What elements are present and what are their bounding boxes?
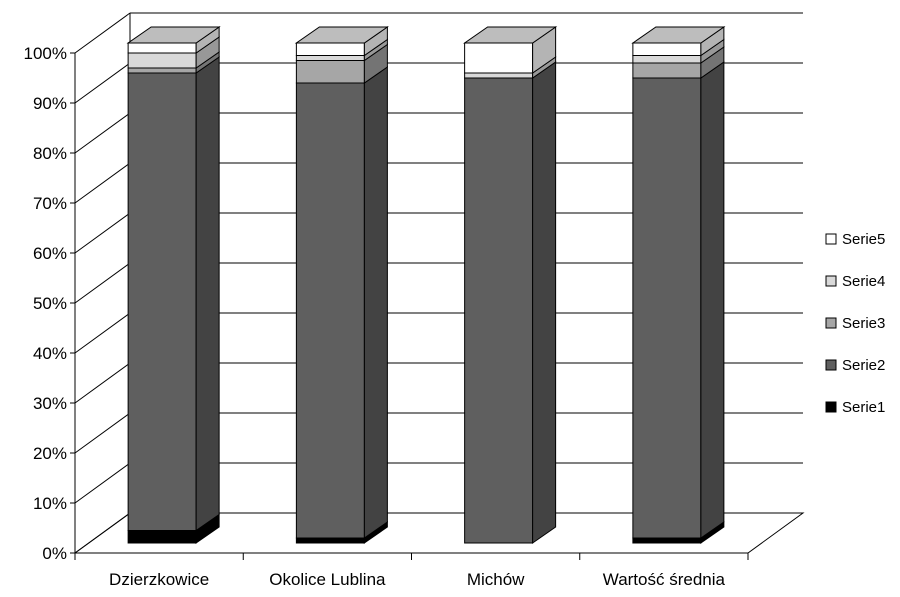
legend-label: Serie2 bbox=[842, 357, 885, 374]
y-tick-label: 80% bbox=[33, 144, 67, 163]
bar-stack bbox=[463, 26, 558, 544]
bar-top bbox=[463, 26, 558, 44]
y-tick-label: 90% bbox=[33, 94, 67, 113]
side-gridline bbox=[74, 212, 131, 254]
bar-segment-side bbox=[195, 56, 220, 532]
bar-stack bbox=[631, 26, 726, 544]
legend-item: Serie2 bbox=[825, 357, 885, 374]
legend-item: Serie3 bbox=[825, 315, 885, 332]
legend-item: Serie5 bbox=[825, 231, 885, 248]
side-gridline bbox=[74, 62, 131, 104]
bar-segment-serie4 bbox=[632, 55, 702, 64]
bar-segment-serie5 bbox=[632, 42, 702, 56]
y-tick-label: 70% bbox=[33, 194, 67, 213]
side-gridline bbox=[74, 112, 131, 154]
side-gridline bbox=[74, 412, 131, 454]
y-tick-label: 30% bbox=[33, 394, 67, 413]
side-gridline bbox=[74, 312, 131, 354]
bar-segment-serie3 bbox=[295, 60, 365, 84]
legend-swatch bbox=[825, 275, 837, 287]
bar-segment-serie1 bbox=[127, 530, 197, 544]
bar-segment-serie1 bbox=[295, 537, 365, 544]
legend: Serie5 Serie4 Serie3 Serie2 Serie1 bbox=[825, 231, 885, 416]
bar-segment-serie2 bbox=[127, 72, 197, 531]
bar-segment-side bbox=[363, 66, 388, 539]
bar-stack bbox=[294, 26, 389, 544]
legend-swatch bbox=[825, 317, 837, 329]
side-gridline bbox=[74, 262, 131, 304]
bar-segment-serie2 bbox=[632, 77, 702, 539]
x-tick-label: Michów bbox=[467, 570, 525, 589]
y-axis-tick-labels: 0% 10% 20% 30% 40% 50% 60% 70% 80% 90% 100% bbox=[24, 44, 67, 563]
bar-segment-serie4 bbox=[464, 72, 534, 79]
legend-label: Serie3 bbox=[842, 315, 885, 332]
y-tick-label: 0% bbox=[42, 544, 67, 563]
bar-top bbox=[126, 26, 221, 44]
bar-top bbox=[294, 26, 389, 44]
bar-segment-serie4 bbox=[127, 52, 197, 69]
legend-swatch bbox=[825, 359, 837, 371]
bar-stack bbox=[126, 26, 221, 544]
bar-segment-serie2 bbox=[295, 82, 365, 539]
legend-label: Serie4 bbox=[842, 273, 885, 290]
bar-segment-side bbox=[700, 61, 725, 539]
bar-segment-serie5 bbox=[127, 42, 197, 54]
bar-segment-serie3 bbox=[127, 67, 197, 74]
bar-segment-serie3 bbox=[632, 62, 702, 79]
x-tick-label: Wartość średnia bbox=[603, 570, 726, 589]
bar-segment-side bbox=[532, 61, 557, 544]
y-tick-label: 50% bbox=[33, 294, 67, 313]
legend-swatch bbox=[825, 233, 837, 245]
x-tick-label: Dzierzkowice bbox=[109, 570, 209, 589]
side-gridline bbox=[74, 362, 131, 404]
axes bbox=[70, 52, 749, 560]
side-gridline bbox=[74, 162, 131, 204]
legend-label: Serie1 bbox=[842, 399, 885, 416]
y-tick-label: 40% bbox=[33, 344, 67, 363]
x-tick-label: Okolice Lublina bbox=[269, 570, 386, 589]
bar-top bbox=[631, 26, 726, 44]
legend-item: Serie1 bbox=[825, 399, 885, 416]
legend-item: Serie4 bbox=[825, 273, 885, 290]
bar-segment-serie5 bbox=[464, 42, 534, 74]
side-gridline bbox=[74, 462, 131, 504]
bar-segment-serie4 bbox=[295, 55, 365, 61]
side-gridline bbox=[74, 12, 131, 54]
legend-label: Serie5 bbox=[842, 231, 885, 248]
x-axis-tick-labels: Dzierzkowice Okolice Lublina Michów Wartość… bbox=[109, 570, 725, 589]
y-tick-label: 10% bbox=[33, 494, 67, 513]
bars bbox=[126, 26, 726, 544]
y-tick-label: 20% bbox=[33, 444, 67, 463]
bar-segment-serie1 bbox=[632, 537, 702, 544]
legend-swatch bbox=[825, 401, 837, 413]
side-gridline bbox=[74, 512, 131, 554]
bar-segment-serie2 bbox=[464, 77, 534, 544]
y-tick-label: 100% bbox=[24, 44, 67, 63]
y-tick-label: 60% bbox=[33, 244, 67, 263]
bar-segment-serie5 bbox=[295, 42, 365, 56]
